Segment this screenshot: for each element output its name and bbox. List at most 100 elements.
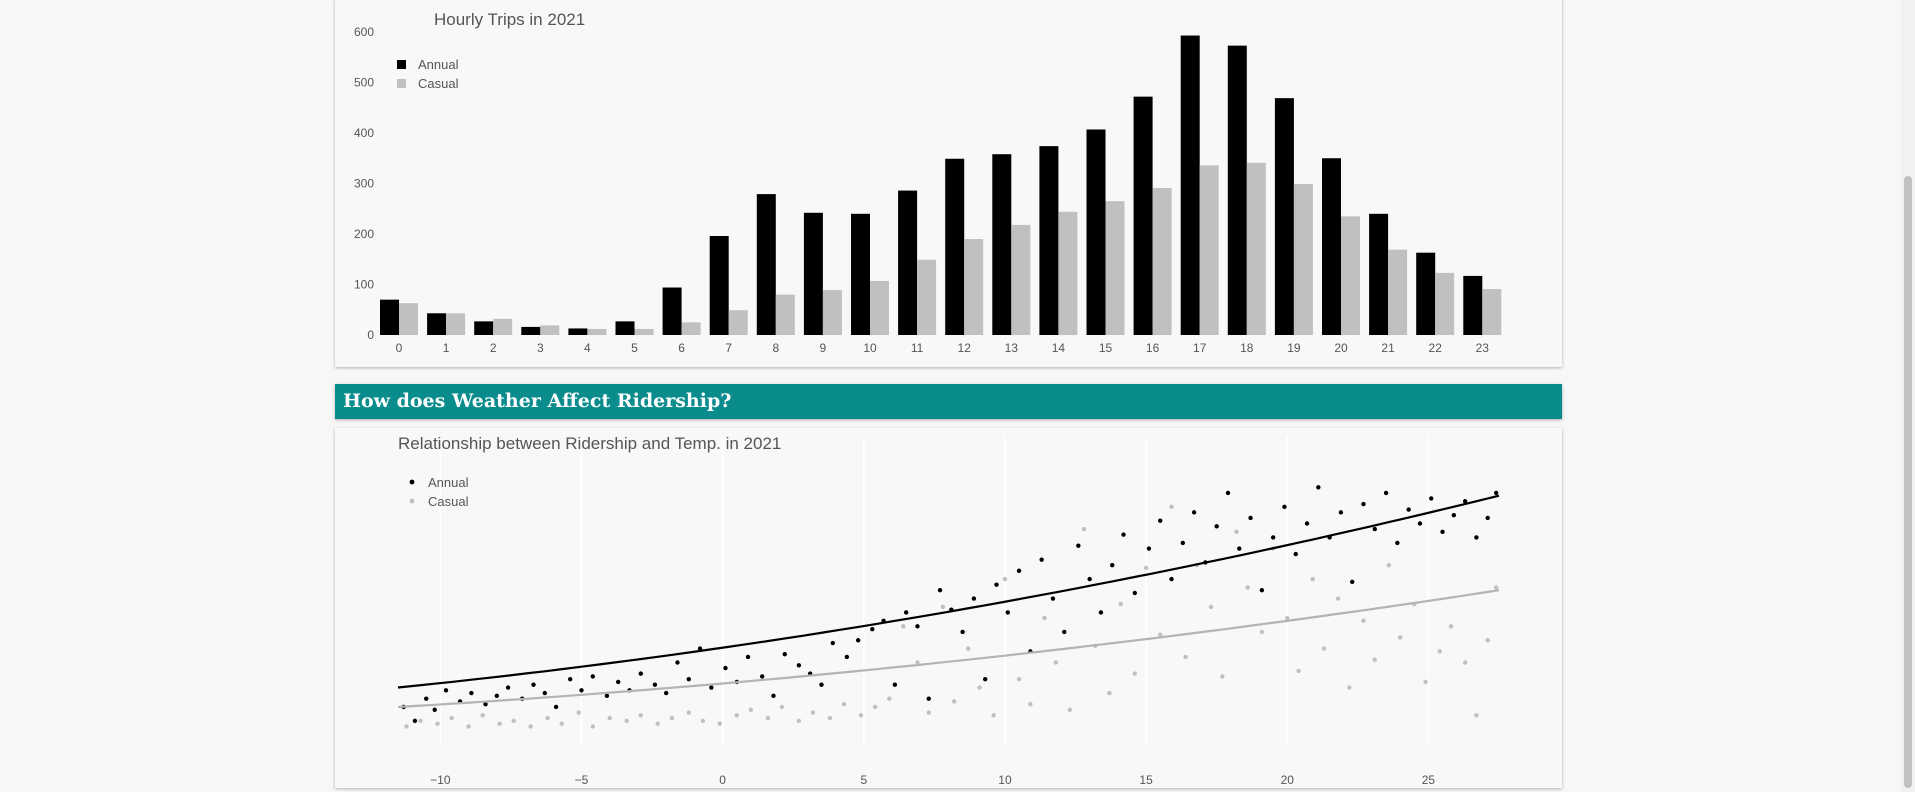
point-casual — [669, 715, 675, 721]
bar-casual-10 — [870, 280, 889, 335]
bar-casual-11 — [917, 259, 937, 335]
point-casual — [734, 713, 739, 718]
point-casual — [841, 702, 847, 707]
point-annual — [494, 693, 500, 699]
point-annual — [1237, 546, 1242, 551]
point-annual — [1180, 540, 1186, 546]
trendline-casual — [397, 589, 1500, 709]
point-annual — [1462, 499, 1468, 504]
y-tick-label: 0 — [367, 328, 374, 342]
bar-annual-8 — [756, 194, 776, 335]
point-casual — [545, 715, 550, 721]
x-tick-label: 13 — [1005, 341, 1019, 355]
point-annual — [830, 640, 835, 646]
bar-annual-5 — [615, 321, 635, 335]
point-annual — [483, 702, 488, 707]
point-casual — [607, 715, 612, 721]
point-annual — [590, 674, 595, 679]
bar-casual-18 — [1246, 162, 1266, 335]
bar-casual-1 — [446, 313, 466, 335]
bar-annual-0 — [380, 299, 399, 335]
point-annual — [1429, 496, 1434, 501]
point-casual — [810, 710, 816, 715]
point-casual — [686, 710, 691, 715]
point-annual — [675, 660, 680, 665]
bar-casual-15 — [1105, 201, 1125, 335]
point-annual — [819, 682, 824, 687]
trendline-annual — [397, 494, 1500, 689]
scrollbar-thumb[interactable] — [1904, 176, 1912, 788]
x-tick-label: 15 — [1099, 341, 1113, 355]
bar-annual-15 — [1086, 129, 1106, 335]
point-annual — [1350, 579, 1355, 585]
point-casual — [638, 713, 643, 718]
x-tick-label: 20 — [1281, 773, 1295, 787]
point-annual — [1474, 535, 1479, 540]
point-casual — [1285, 615, 1290, 621]
point-annual — [1383, 490, 1389, 496]
x-tick-label: 14 — [1052, 341, 1066, 355]
point-annual — [1098, 610, 1104, 615]
point-annual — [1259, 588, 1265, 593]
point-casual — [497, 721, 502, 726]
point-casual — [1081, 526, 1087, 532]
legend-swatch-casual — [397, 79, 406, 88]
bar-casual-21 — [1388, 249, 1408, 335]
bar-casual-9 — [822, 290, 842, 335]
x-tick-label: 11 — [911, 341, 924, 355]
x-tick-label: 10 — [998, 773, 1012, 787]
point-casual — [1042, 615, 1047, 621]
point-casual — [700, 718, 706, 724]
bar-casual-17 — [1199, 165, 1219, 335]
point-casual — [1437, 649, 1442, 654]
x-tick-label: 12 — [958, 341, 972, 355]
point-casual — [977, 685, 982, 690]
point-annual — [469, 690, 474, 696]
x-tick-label: 1 — [443, 341, 450, 355]
y-tick-label: 400 — [354, 126, 374, 140]
point-annual — [412, 718, 418, 724]
point-annual — [994, 582, 999, 587]
bar-annual-12 — [945, 158, 965, 335]
point-annual — [1087, 576, 1092, 582]
y-tick-label: 500 — [354, 76, 374, 90]
bar-casual-16 — [1152, 188, 1172, 335]
x-tick-label: 22 — [1429, 341, 1443, 355]
legend-label-annual: Annual — [418, 57, 459, 72]
x-tick-label: 18 — [1240, 341, 1254, 355]
bar-annual-9 — [803, 212, 823, 335]
point-annual — [1121, 532, 1126, 537]
point-casual — [951, 699, 957, 704]
x-tick-label: 9 — [820, 341, 827, 355]
point-annual — [663, 690, 669, 696]
x-tick-label: 20 — [1334, 341, 1348, 355]
point-casual — [1169, 504, 1174, 510]
point-annual — [926, 696, 931, 701]
point-casual — [1234, 529, 1239, 535]
x-tick-label: 15 — [1139, 773, 1153, 787]
point-annual — [1132, 590, 1138, 596]
x-tick-label: −10 — [430, 773, 451, 787]
point-annual — [1417, 521, 1423, 526]
page-scrollbar[interactable] — [1901, 0, 1915, 792]
x-tick-label: 0 — [719, 773, 726, 787]
point-casual — [1462, 660, 1468, 665]
point-casual — [1028, 702, 1033, 707]
point-annual — [1485, 515, 1490, 521]
bar-annual-22 — [1416, 252, 1436, 335]
bar-annual-18 — [1227, 45, 1247, 335]
point-casual — [827, 715, 833, 721]
point-casual — [1423, 679, 1428, 685]
x-tick-label: 21 — [1381, 341, 1395, 355]
bar-casual-3 — [540, 325, 560, 335]
point-casual — [926, 710, 931, 715]
point-casual — [1259, 629, 1265, 635]
point-casual — [1321, 646, 1327, 651]
point-casual — [1335, 596, 1341, 601]
point-annual — [424, 696, 429, 701]
point-annual — [1050, 596, 1056, 601]
x-tick-label: 8 — [772, 341, 779, 355]
x-tick-label: 7 — [725, 341, 732, 355]
bar-casual-4 — [587, 328, 607, 335]
bar-annual-11 — [898, 190, 918, 335]
